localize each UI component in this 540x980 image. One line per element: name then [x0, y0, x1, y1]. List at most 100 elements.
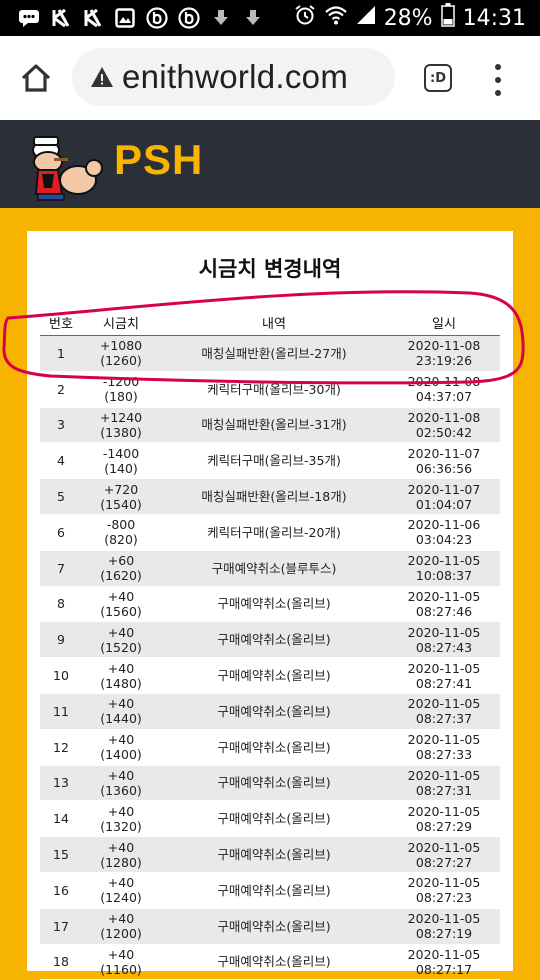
row-number-no: 17 [53, 918, 69, 934]
clock-time: 14:31 [462, 5, 526, 31]
row-datetime-date: 2020-11-05 [407, 839, 481, 855]
row-datetime: 2020-11-05 08:27:46 [388, 586, 500, 623]
header-no: 번호 [40, 309, 82, 336]
url-text[interactable]: enithworld.com [122, 58, 349, 95]
row-datetime-date: 2020-11-08 [407, 338, 481, 354]
row-datetime-time: 08:27:27 [415, 854, 473, 870]
row-datetime: 2020-11-05 08:27:43 [388, 621, 500, 659]
row-description: 구매예약취소(올리브) [160, 657, 388, 694]
row-number: 2 [40, 371, 82, 408]
table-row: 14 +40 (1320) 구매예약취소(올리브) 2020-11-05 08:27:29 [40, 800, 500, 838]
row-datetime-time: 08:27:19 [415, 926, 473, 942]
row-number-no: 4 [57, 453, 65, 469]
row-description-desc: 구매예약취소(올리브) [217, 739, 331, 755]
row-amount: +40 (1360) [82, 765, 160, 802]
row-amount-change: -1200 [102, 374, 140, 390]
row-datetime-date: 2020-11-05 [407, 875, 481, 891]
overflow-menu-button[interactable] [486, 64, 510, 96]
row-description-desc: 케릭터구매(올리브-30개) [207, 381, 341, 397]
home-button[interactable] [18, 60, 54, 96]
row-amount: +40 (1280) [82, 836, 160, 873]
row-amount-change: +40 [107, 588, 135, 604]
row-datetime: 2020-11-05 10:08:37 [388, 550, 500, 587]
row-description: 케릭터구매(올리브-30개) [160, 371, 388, 408]
row-amount-change: +1240 [99, 409, 143, 425]
table-row: 3 +1240 (1380) 매칭실패반환(올리브-31개) 2020-11-08 02:… [40, 407, 500, 444]
row-number-no: 11 [53, 703, 69, 719]
menu-dot [495, 64, 501, 70]
table-row: 4 -1400 (140) 케릭터구매(올리브-35개) 2020-11-07 06:36… [40, 442, 500, 480]
row-datetime-time: 08:27:37 [415, 711, 473, 727]
row-datetime: 2020-11-05 08:27:23 [388, 872, 500, 909]
row-amount-balance: (1440) [100, 711, 142, 727]
table-row: 18 +40 (1160) 구매예약취소(올리브) 2020-11-05 08:27:17 [40, 944, 500, 980]
row-number-no: 14 [53, 811, 69, 827]
row-description-desc: 구매예약취소(올리브) [217, 668, 331, 684]
menu-dot [495, 77, 501, 83]
row-amount-balance: (180) [104, 389, 138, 405]
row-amount: +40 (1480) [82, 657, 160, 694]
row-amount: +40 (1400) [82, 729, 160, 766]
header-amount: 시금치 [82, 309, 160, 336]
row-amount-change: +40 [107, 946, 135, 962]
row-amount-change: -800 [106, 517, 136, 533]
row-amount: -1400 (140) [82, 442, 160, 480]
row-amount-change: +1080 [99, 338, 143, 354]
notification-icons [0, 7, 264, 29]
address-bar[interactable]: enithworld.com [72, 48, 395, 106]
row-amount: +40 (1520) [82, 621, 160, 659]
row-description: 구매예약취소(올리브) [160, 908, 388, 945]
battery-icon [440, 3, 455, 33]
row-number: 16 [40, 872, 82, 909]
row-datetime-time: 23:19:26 [415, 353, 473, 369]
row-description: 케릭터구매(올리브-35개) [160, 442, 388, 480]
row-amount-change: +40 [107, 624, 135, 640]
row-datetime-time: 04:37:07 [415, 389, 473, 405]
tab-switcher-button[interactable]: :D [424, 64, 452, 92]
row-number: 12 [40, 729, 82, 766]
site-header: PSH [0, 120, 540, 208]
table-row: 7 +60 (1620) 구매예약취소(블루투스) 2020-11-05 10:08:37 [40, 550, 500, 587]
row-description-desc: 매칭실패반환(올리브-27개) [201, 345, 347, 361]
row-amount: +60 (1620) [82, 550, 160, 587]
row-datetime: 2020-11-05 08:27:17 [388, 944, 500, 980]
site-logo-text[interactable]: PSH [114, 136, 204, 183]
header-date: 일시 [388, 309, 500, 336]
row-number-no: 5 [57, 489, 65, 505]
row-datetime-date: 2020-11-06 [407, 517, 481, 533]
row-datetime: 2020-11-05 08:27:29 [388, 800, 500, 838]
row-datetime: 2020-11-05 08:27:33 [388, 729, 500, 766]
row-amount-change: +40 [107, 660, 135, 676]
row-description: 구매예약취소(올리브) [160, 765, 388, 802]
warning-icon[interactable] [90, 65, 114, 89]
row-description-desc: 구매예약취소(블루투스) [211, 560, 337, 576]
row-amount-change: +40 [107, 767, 135, 783]
row-description-desc: 구매예약취소(올리브) [217, 882, 331, 898]
row-description: 매칭실패반환(올리브-27개) [160, 335, 388, 372]
table-row: 11 +40 (1440) 구매예약취소(올리브) 2020-11-05 08:27:37 [40, 693, 500, 730]
download-icon [210, 7, 232, 29]
download-icon [242, 7, 264, 29]
row-datetime: 2020-11-06 03:04:23 [388, 514, 500, 551]
row-amount: +1240 (1380) [82, 407, 160, 444]
alarm-icon [294, 4, 316, 32]
row-datetime-time: 01:04:07 [415, 496, 473, 512]
row-description: 구매예약취소(블루투스) [160, 550, 388, 587]
row-description: 매칭실패반환(올리브-31개) [160, 407, 388, 444]
row-amount-balance: (1260) [100, 353, 142, 369]
row-datetime: 2020-11-08 23:19:26 [388, 335, 500, 372]
table-row: 9 +40 (1520) 구매예약취소(올리브) 2020-11-05 08:27:43 [40, 621, 500, 659]
row-number: 1 [40, 335, 82, 372]
row-datetime-date: 2020-11-08 [407, 409, 481, 425]
row-description-desc: 구매예약취소(올리브) [217, 847, 331, 863]
row-amount-change: +720 [103, 481, 139, 497]
row-amount-balance: (1400) [100, 747, 142, 763]
row-amount: +40 (1240) [82, 872, 160, 909]
chat-icon [18, 7, 40, 29]
row-number: 6 [40, 514, 82, 551]
mascot-icon[interactable] [24, 130, 104, 202]
row-number-no: 6 [57, 524, 65, 540]
row-amount-change: +40 [107, 732, 135, 748]
row-datetime-time: 08:27:33 [415, 747, 473, 763]
row-description-desc: 매칭실패반환(올리브-18개) [201, 489, 347, 505]
